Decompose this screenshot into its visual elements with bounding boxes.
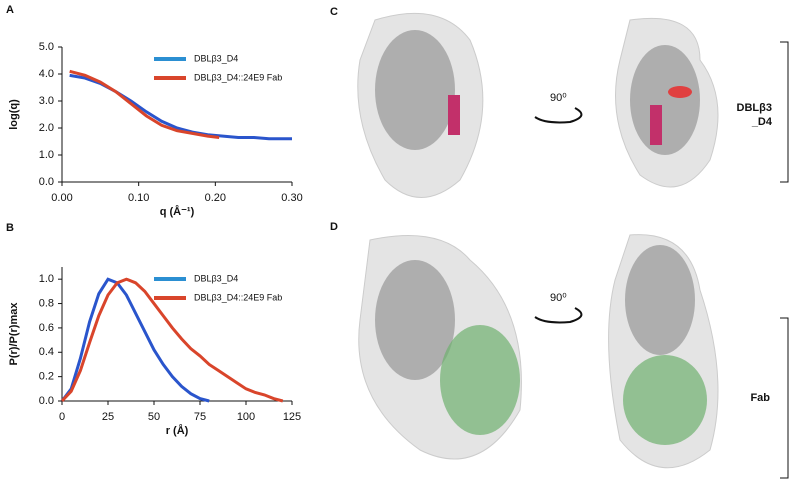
series-line [69, 69, 220, 139]
x-tick-label: 50 [148, 411, 160, 423]
series-line [60, 277, 210, 403]
series-line [60, 277, 284, 403]
x-tick-label: 0.30 [281, 192, 302, 204]
rotation-label: 90⁰ [550, 92, 567, 104]
x-tick-label: 0.20 [205, 192, 226, 204]
y-tick-label: 5.0 [39, 41, 54, 53]
panel-label: D [330, 221, 338, 233]
legend-label: DBLβ3_D4 [194, 53, 238, 63]
y-axis-label: log(q) [8, 99, 20, 130]
y-axis-label: P(r)/P(r)max [8, 302, 20, 366]
panel-label: A [6, 4, 14, 16]
y-tick-label: 1.0 [39, 149, 54, 161]
y-tick-label: 3.0 [39, 95, 54, 107]
x-tick-label: 0.10 [128, 192, 149, 204]
legend-label: DBLβ3_D4::24E9 Fab [194, 72, 282, 82]
y-tick-label: 0.2 [39, 371, 54, 383]
y-tick-label: 4.0 [39, 68, 54, 80]
x-tick-label: 25 [102, 411, 114, 423]
x-tick-label: 100 [237, 411, 255, 423]
panel-label: C [330, 6, 338, 18]
bracket-label: Fab [750, 392, 770, 404]
rotation-arrow [534, 307, 583, 324]
y-tick-label: 0.8 [39, 297, 54, 309]
y-tick-label: 0.6 [39, 322, 54, 334]
rotation-arrow [534, 107, 583, 124]
structure-d [358, 234, 719, 469]
y-tick-label: 0.0 [39, 176, 54, 188]
x-tick-label: 0 [59, 411, 65, 423]
x-axis-label: r (Å) [166, 424, 189, 437]
bracket-label: DBLβ3 [737, 102, 772, 114]
legend-label: DBLβ3_D4::24E9 Fab [194, 292, 282, 302]
structure-c [357, 12, 719, 198]
bracket [780, 41, 789, 479]
legend-label: DBLβ3_D4 [194, 273, 238, 283]
rotation-label: 90⁰ [550, 292, 567, 304]
y-tick-label: 1.0 [39, 273, 54, 285]
y-tick-label: 0.0 [39, 395, 54, 407]
x-tick-label: 75 [194, 411, 206, 423]
x-tick-label: 0.00 [51, 192, 72, 204]
panel-label: B [6, 222, 14, 234]
x-axis-label: q (Å⁻¹) [160, 205, 195, 218]
x-tick-label: 125 [283, 411, 301, 423]
y-tick-label: 2.0 [39, 122, 54, 134]
y-tick-label: 0.4 [39, 346, 54, 358]
bracket-label: _D4 [751, 116, 773, 128]
